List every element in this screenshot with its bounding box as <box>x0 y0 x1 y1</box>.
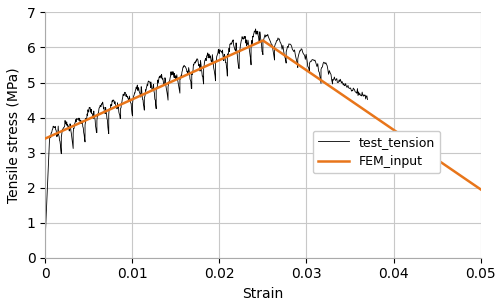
Line: test_tension: test_tension <box>45 29 368 240</box>
FEM_input <box>42 137 48 140</box>
test_tension <box>42 238 48 242</box>
test_tension <box>231 46 237 50</box>
Legend: test_tension, FEM_input: test_tension, FEM_input <box>313 131 440 173</box>
test_tension <box>220 55 226 59</box>
FEM_input <box>478 188 484 191</box>
test_tension <box>239 37 245 40</box>
FEM_input <box>260 38 266 42</box>
X-axis label: Strain: Strain <box>242 287 284 301</box>
test_tension <box>85 108 91 111</box>
test_tension <box>253 27 259 31</box>
test_tension <box>159 77 165 81</box>
Line: FEM_input: FEM_input <box>45 40 481 189</box>
Y-axis label: Tensile stress (MPa): Tensile stress (MPa) <box>7 67 21 203</box>
test_tension <box>164 91 170 95</box>
test_tension <box>365 98 371 101</box>
